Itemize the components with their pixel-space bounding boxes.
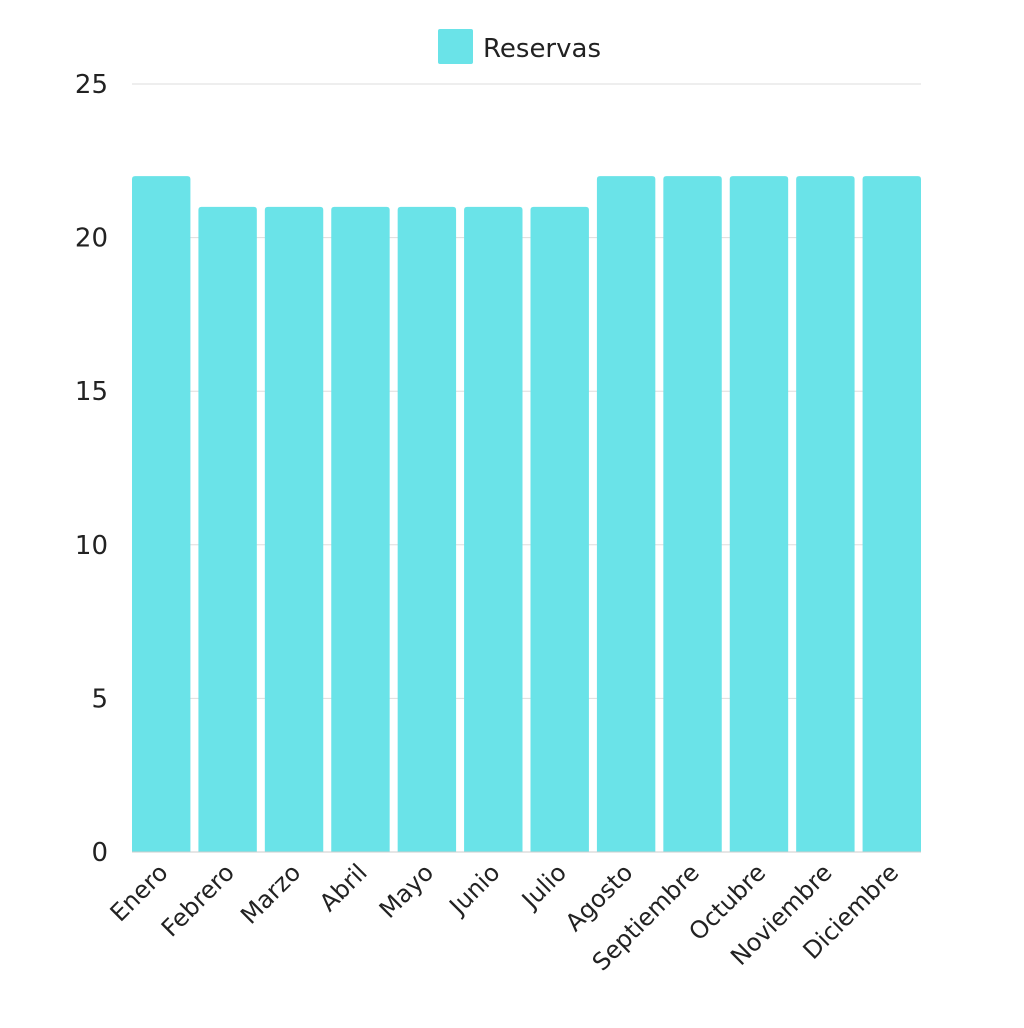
legend-label: Reservas: [483, 34, 601, 64]
y-tick-label: 20: [75, 224, 108, 254]
x-tick-label: Abril: [314, 858, 373, 917]
y-axis-ticks: 0 5 10 15 20 25: [75, 70, 108, 868]
y-tick-label: 5: [91, 684, 108, 714]
x-tick-label: Marzo: [235, 858, 306, 929]
x-tick-label: Junio: [443, 858, 506, 921]
bar-junio[interactable]: [464, 206, 523, 852]
x-tick-label: Julio: [515, 858, 572, 915]
x-tick-label: Mayo: [374, 858, 439, 923]
bar-noviembre[interactable]: [796, 176, 855, 852]
bars: [132, 176, 921, 852]
legend-swatch: [438, 29, 473, 64]
bar-marzo[interactable]: [264, 206, 324, 852]
y-tick-label: 10: [75, 531, 108, 561]
y-tick-label: 25: [75, 70, 108, 100]
bar-enero[interactable]: [132, 176, 191, 852]
x-tick-label: Febrero: [156, 858, 240, 942]
bar-septiembre[interactable]: [663, 176, 722, 852]
bar-agosto[interactable]: [596, 176, 656, 852]
bar-julio[interactable]: [530, 206, 589, 852]
y-tick-label: 0: [91, 838, 108, 868]
bar-febrero[interactable]: [198, 206, 257, 852]
bar-mayo[interactable]: [397, 206, 457, 852]
bar-diciembre[interactable]: [862, 176, 921, 852]
y-tick-label: 15: [75, 377, 108, 407]
bar-abril[interactable]: [331, 206, 390, 852]
bar-octubre[interactable]: [729, 176, 789, 852]
gridlines: [132, 83, 921, 699]
legend[interactable]: Reservas: [438, 29, 601, 64]
